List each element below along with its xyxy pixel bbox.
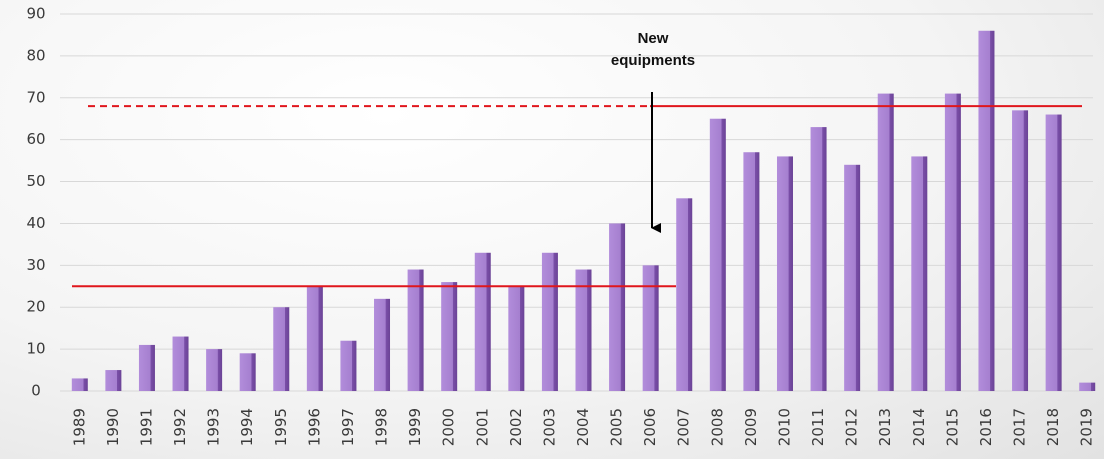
y-tick-label: 30 xyxy=(26,256,45,274)
y-tick-label: 0 xyxy=(31,382,41,400)
x-tick-label: 2014 xyxy=(910,408,928,446)
bar xyxy=(978,30,995,392)
bar xyxy=(1012,110,1029,391)
x-tick-label: 2005 xyxy=(608,408,626,446)
x-tick-label: 2000 xyxy=(440,408,458,446)
bar xyxy=(138,344,155,391)
bar xyxy=(306,286,323,391)
bar xyxy=(810,127,827,391)
x-tick-label: 1991 xyxy=(137,408,155,446)
bar xyxy=(944,93,961,391)
bar xyxy=(709,118,726,391)
x-tick-label: 2019 xyxy=(1078,408,1096,446)
bars xyxy=(71,30,1096,392)
bar xyxy=(877,93,894,391)
bar xyxy=(541,252,558,391)
y-tick-label: 90 xyxy=(26,5,45,23)
x-tick-label: 2007 xyxy=(675,408,693,446)
bar xyxy=(407,269,424,391)
x-tick-label: 1995 xyxy=(272,408,290,446)
bar xyxy=(844,164,861,391)
x-tick-label: 2017 xyxy=(1011,408,1029,446)
bar xyxy=(206,349,223,391)
x-tick-label: 1996 xyxy=(305,408,323,446)
y-tick-label: 40 xyxy=(26,214,45,232)
x-tick-label: 2008 xyxy=(708,408,726,446)
x-tick-label: 2015 xyxy=(943,408,961,446)
x-tick-label: 2002 xyxy=(507,408,525,446)
x-tick-label: 1999 xyxy=(406,408,424,446)
x-tick-label: 2009 xyxy=(742,408,760,446)
y-tick-label: 20 xyxy=(26,298,45,316)
x-tick-label: 1992 xyxy=(171,408,189,446)
x-tick-label: 2004 xyxy=(574,408,592,446)
bar xyxy=(776,156,793,391)
x-tick-label: 1993 xyxy=(205,408,223,446)
bar xyxy=(273,307,290,391)
y-tick-label: 10 xyxy=(26,340,45,358)
bar xyxy=(71,378,88,391)
x-tick-label: 2006 xyxy=(641,408,659,446)
bar xyxy=(1045,114,1062,392)
y-tick-label: 50 xyxy=(26,172,45,190)
bar xyxy=(105,370,122,391)
x-tick-label: 1989 xyxy=(70,408,88,446)
bar xyxy=(609,223,626,391)
bar xyxy=(239,353,256,391)
bar xyxy=(1079,382,1096,391)
y-tick-label: 80 xyxy=(26,46,45,64)
x-tick-label: 1990 xyxy=(104,408,122,446)
annotation: New equipments xyxy=(610,30,696,69)
bar xyxy=(441,282,458,391)
x-tick-label: 1997 xyxy=(339,408,357,446)
x-tick-label: 2001 xyxy=(473,408,491,446)
bar xyxy=(575,269,592,391)
x-tick-label: 1998 xyxy=(373,408,391,446)
x-tick-label: 2010 xyxy=(775,408,793,446)
x-tick-label: 2011 xyxy=(809,408,827,446)
x-tick-label: 2003 xyxy=(540,408,558,446)
x-tick-label: 1994 xyxy=(238,408,256,446)
x-tick-label: 2012 xyxy=(843,408,861,446)
x-tick-label: 2018 xyxy=(1044,408,1062,446)
bar xyxy=(340,340,357,391)
bar xyxy=(508,286,525,391)
bar xyxy=(911,156,928,391)
bar xyxy=(743,152,760,391)
y-tick-label: 60 xyxy=(26,130,45,148)
bar xyxy=(172,336,189,391)
reference-lines xyxy=(72,105,1082,288)
bar xyxy=(642,265,659,391)
y-tick-label: 70 xyxy=(26,88,45,106)
x-tick-label: 2016 xyxy=(977,408,995,446)
grid: 0 10 20 30 40 50 60 70 80 90 1989 1990 1991 1992 1993 1… xyxy=(26,5,1095,447)
bar xyxy=(474,252,491,391)
x-tick-label: 2013 xyxy=(876,408,894,446)
bar xyxy=(374,298,391,391)
bar xyxy=(676,198,693,391)
